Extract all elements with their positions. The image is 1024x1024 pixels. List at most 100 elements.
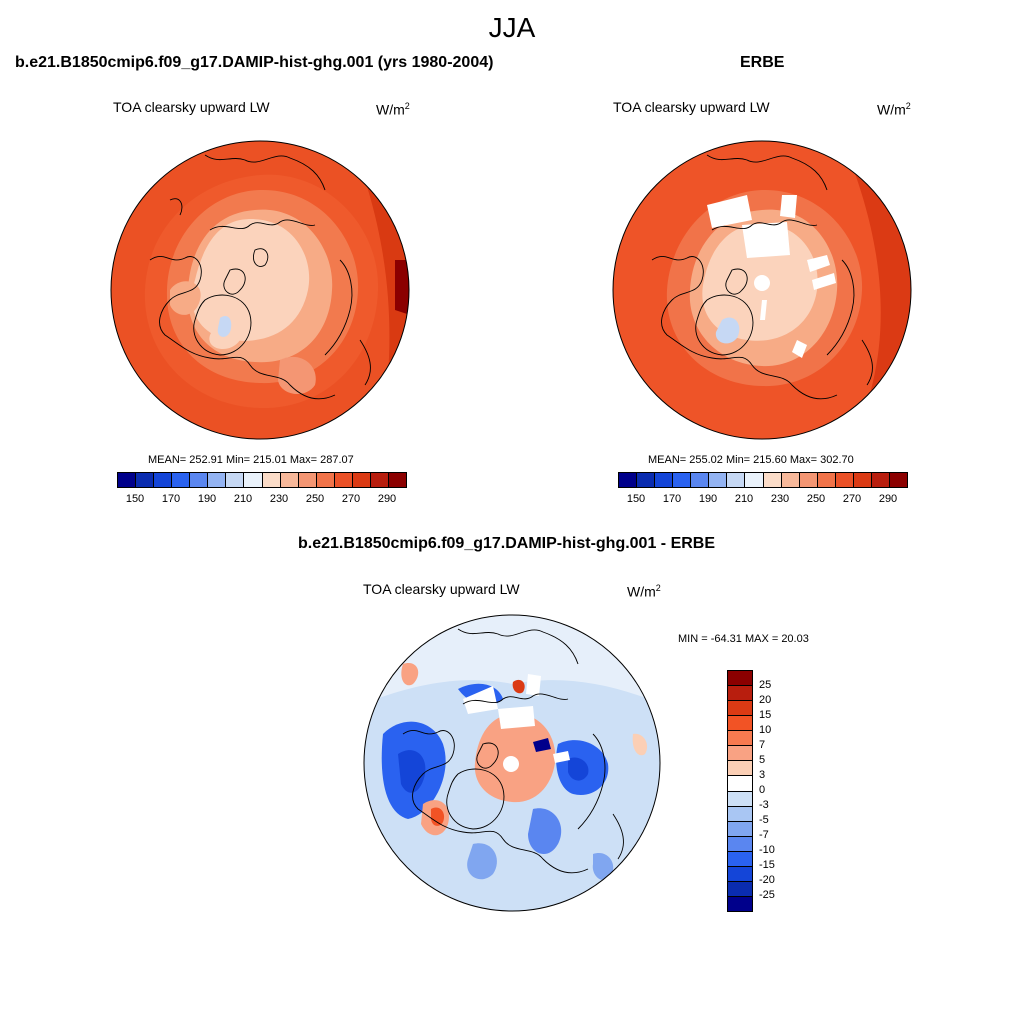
units-label-diff: W/m2 (627, 583, 661, 600)
variable-label-diff: TOA clearsky upward LW (363, 581, 520, 597)
stats-diff: MIN = -64.31 MAX = 20.03 (678, 633, 809, 645)
panel-title-diff: b.e21.B1850cmip6.f09_g17.DAMIP-hist-ghg.… (298, 535, 716, 552)
colorbar-swatch (262, 473, 281, 487)
colorbar-swatch (728, 716, 752, 732)
colorbar-swatch (154, 473, 173, 487)
colorbar-model (117, 472, 407, 488)
variable-label-model: TOA clearsky upward LW (113, 99, 270, 115)
colorbar-swatch (334, 473, 353, 487)
colorbar-swatch (352, 473, 371, 487)
colorbar-tick-label: 150 (125, 493, 145, 505)
colorbar-tick-label: 250 (305, 493, 325, 505)
colorbar-swatch (799, 473, 818, 487)
colorbar-tick-label: -20 (759, 874, 775, 886)
colorbar-tick-label: -25 (759, 889, 775, 901)
colorbar-swatch (388, 473, 406, 487)
colorbar-diff (727, 670, 753, 912)
colorbar-tick-label: 25 (759, 679, 772, 691)
colorbar-tick-label: 7 (759, 739, 766, 751)
colorbar-swatch (316, 473, 335, 487)
colorbar-swatch (728, 731, 752, 747)
colorbar-swatch (728, 761, 752, 777)
units-label-obs: W/m2 (877, 101, 911, 118)
panel-title-obs: ERBE (740, 54, 785, 71)
colorbar-tick-label: 210 (734, 493, 754, 505)
colorbar-swatch (728, 896, 752, 911)
colorbar-swatch (208, 473, 227, 487)
colorbar-tick-label: 0 (759, 784, 766, 796)
colorbar-swatch (728, 686, 752, 702)
colorbar-swatch (118, 473, 137, 487)
colorbar-tick-label: 20 (759, 694, 772, 706)
colorbar-swatch (172, 473, 191, 487)
colorbar-swatch (619, 473, 638, 487)
colorbar-swatch (673, 473, 692, 487)
colorbar-swatch (728, 866, 752, 882)
colorbar-tick-label: 290 (377, 493, 397, 505)
colorbar-swatch (637, 473, 656, 487)
colorbar-swatch (728, 806, 752, 822)
polar-map-obs (612, 140, 912, 440)
units-label-model: W/m2 (376, 101, 410, 118)
colorbar-swatch (709, 473, 728, 487)
colorbar-tick-label: 250 (806, 493, 826, 505)
colorbar-swatch (853, 473, 872, 487)
colorbar-tick-label: 210 (233, 493, 253, 505)
colorbar-swatch (728, 746, 752, 762)
stats-model: MEAN= 252.91 Min= 215.01 Max= 287.07 (148, 454, 354, 466)
colorbar-tick-label: 150 (626, 493, 646, 505)
colorbar-obs (618, 472, 908, 488)
colorbar-swatch (728, 851, 752, 867)
colorbar-tick-label: -15 (759, 859, 775, 871)
colorbar-tick-label: 170 (662, 493, 682, 505)
colorbar-tick-label: -3 (759, 799, 769, 811)
colorbar-swatch (728, 881, 752, 897)
colorbar-swatch (370, 473, 389, 487)
colorbar-tick-label: 190 (197, 493, 217, 505)
colorbar-tick-label: 270 (842, 493, 862, 505)
colorbar-tick-label: 3 (759, 769, 766, 781)
colorbar-swatch (835, 473, 854, 487)
panel-title-model: b.e21.B1850cmip6.f09_g17.DAMIP-hist-ghg.… (15, 54, 494, 71)
polar-map-model (110, 140, 410, 440)
colorbar-tick-label: 190 (698, 493, 718, 505)
colorbar-swatch (728, 821, 752, 837)
colorbar-swatch (136, 473, 155, 487)
colorbar-tick-label: -7 (759, 829, 769, 841)
colorbar-tick-label: 170 (161, 493, 181, 505)
colorbar-swatch (728, 671, 752, 687)
colorbar-swatch (727, 473, 746, 487)
colorbar-tick-label: 230 (269, 493, 289, 505)
colorbar-tick-label: -5 (759, 814, 769, 826)
colorbar-swatch (298, 473, 317, 487)
colorbar-tick-label: -10 (759, 844, 775, 856)
colorbar-tick-label: 230 (770, 493, 790, 505)
colorbar-swatch (728, 791, 752, 807)
colorbar-swatch (728, 701, 752, 717)
colorbar-ticks-diff: 25 20 15 10 7 5 3 0 -3 -5 -7 -10 -15 -20 -25 (759, 670, 799, 910)
colorbar-swatch (280, 473, 299, 487)
colorbar-ticks-model: 150 170 190 210 230 250 270 290 (117, 493, 405, 507)
colorbar-tick-label: 290 (878, 493, 898, 505)
main-title: JJA (488, 12, 536, 43)
polar-map-diff (363, 614, 661, 912)
colorbar-swatch (781, 473, 800, 487)
colorbar-tick-label: 10 (759, 724, 772, 736)
colorbar-tick-label: 5 (759, 754, 766, 766)
colorbar-ticks-obs: 150 170 190 210 230 250 270 290 (618, 493, 906, 507)
colorbar-swatch (728, 776, 752, 792)
colorbar-swatch (817, 473, 836, 487)
colorbar-swatch (226, 473, 245, 487)
colorbar-swatch (763, 473, 782, 487)
variable-label-obs: TOA clearsky upward LW (613, 99, 770, 115)
colorbar-tick-label: 15 (759, 709, 772, 721)
colorbar-swatch (691, 473, 710, 487)
colorbar-swatch (655, 473, 674, 487)
colorbar-swatch (745, 473, 764, 487)
colorbar-tick-label: 270 (341, 493, 361, 505)
colorbar-swatch (728, 836, 752, 852)
colorbar-swatch (244, 473, 263, 487)
colorbar-swatch (889, 473, 907, 487)
stats-obs: MEAN= 255.02 Min= 215.60 Max= 302.70 (648, 454, 854, 466)
colorbar-swatch (871, 473, 890, 487)
